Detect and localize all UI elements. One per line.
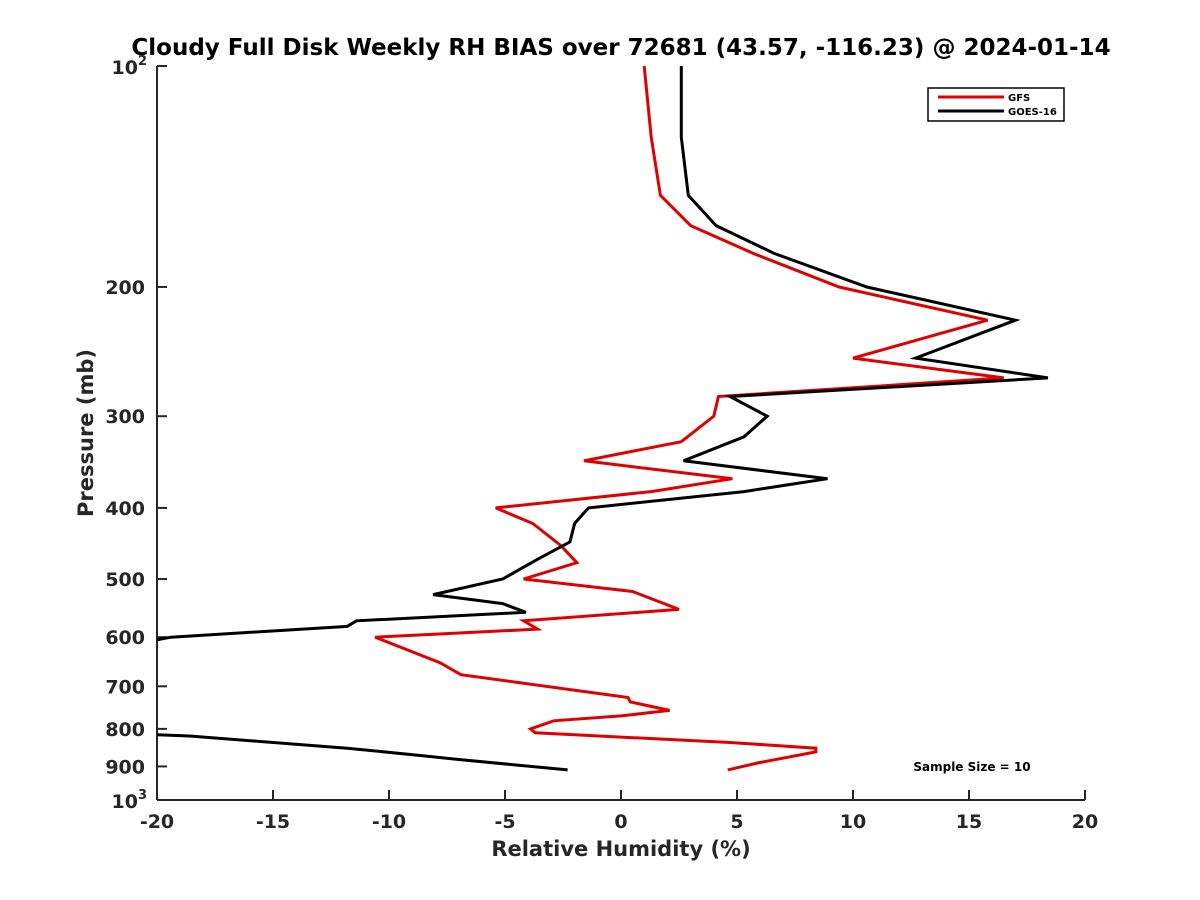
x-tick-label: 10	[840, 811, 866, 833]
chart-title: Cloudy Full Disk Weekly RH BIAS over 726…	[131, 35, 1110, 61]
x-tick-label: 15	[956, 811, 982, 833]
y-tick-label: 300	[105, 406, 145, 428]
y-tick-label: 200	[105, 277, 145, 299]
x-tick-label: 20	[1072, 811, 1098, 833]
sample-size-annotation: Sample Size = 10	[913, 760, 1030, 774]
x-tick-label: -10	[372, 811, 406, 833]
y-tick-label: 700	[105, 676, 145, 698]
y-tick-label: 500	[105, 569, 145, 591]
x-tick-label: 0	[614, 811, 627, 833]
y-tick-label: 900	[105, 756, 145, 778]
legend: GFS GOES-16	[927, 87, 1065, 122]
x-tick-label: -20	[140, 811, 174, 833]
x-tick-label: 5	[730, 811, 743, 833]
series-layer	[156, 65, 1049, 772]
y-tick-label: 800	[105, 719, 145, 741]
y-tick-label: 600	[105, 627, 145, 649]
plot-area: -20 -15 -10 -5 0 5 10 15 20 200 300 400 500 600 700 800…	[105, 54, 1098, 833]
legend-entry-label: GFS	[1008, 93, 1030, 104]
x-tick-label: -15	[256, 811, 290, 833]
y-axis-label: Pressure (mb)	[74, 349, 98, 517]
y-tick-label: 102	[112, 54, 148, 79]
x-axis-label: Relative Humidity (%)	[491, 837, 750, 861]
legend-box	[927, 87, 1065, 122]
legend-entry-label: GOES-16	[1008, 107, 1057, 118]
series-line-goes-16	[156, 66, 1049, 642]
y-tick-label: 103	[112, 788, 148, 813]
x-tick-label: -5	[494, 811, 515, 833]
series-line-goes-16	[156, 733, 568, 772]
y-tick-label: 400	[105, 498, 145, 520]
series-line-gfs	[374, 65, 1004, 772]
